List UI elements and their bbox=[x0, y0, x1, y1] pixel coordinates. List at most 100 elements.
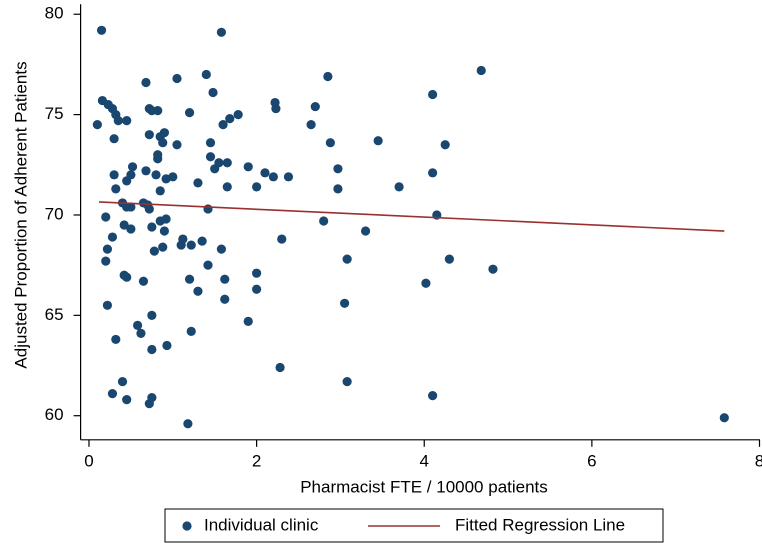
point bbox=[323, 71, 333, 82]
point bbox=[107, 232, 118, 242]
point bbox=[488, 264, 498, 274]
point bbox=[159, 128, 170, 138]
point bbox=[225, 114, 235, 124]
point bbox=[271, 103, 281, 114]
point bbox=[342, 254, 352, 264]
point bbox=[205, 138, 216, 148]
point bbox=[122, 395, 132, 405]
point bbox=[260, 168, 270, 178]
point bbox=[222, 158, 232, 168]
point bbox=[162, 340, 172, 351]
point bbox=[138, 276, 149, 286]
point bbox=[109, 134, 119, 144]
point bbox=[222, 182, 232, 192]
point bbox=[428, 391, 438, 401]
point bbox=[184, 107, 195, 118]
point bbox=[340, 298, 350, 308]
x-tick-label: 6 bbox=[587, 451, 596, 470]
point bbox=[161, 214, 171, 224]
y-tick-label: 65 bbox=[45, 305, 64, 324]
point bbox=[168, 172, 178, 182]
point bbox=[220, 274, 230, 284]
point bbox=[127, 162, 138, 172]
point bbox=[149, 246, 159, 256]
x-axis-title: Pharmacist FTE / 10000 patients bbox=[300, 477, 548, 496]
point bbox=[218, 120, 228, 130]
x-tick-label: 2 bbox=[252, 451, 261, 470]
point bbox=[141, 166, 151, 176]
point bbox=[102, 244, 113, 254]
point bbox=[216, 244, 227, 254]
y-tick-label: 70 bbox=[45, 204, 64, 223]
point bbox=[178, 234, 188, 244]
point bbox=[109, 170, 119, 180]
point bbox=[373, 136, 383, 146]
legend-label: Individual clinic bbox=[204, 515, 319, 534]
point bbox=[101, 256, 111, 266]
y-axis-title: Adjusted Proportion of Adherent Patients bbox=[11, 61, 30, 368]
x-tick-label: 4 bbox=[420, 451, 429, 470]
point bbox=[158, 242, 168, 252]
point bbox=[183, 419, 193, 429]
point bbox=[444, 254, 454, 264]
point bbox=[186, 240, 196, 250]
point bbox=[158, 138, 168, 148]
point bbox=[394, 182, 404, 192]
point bbox=[277, 234, 287, 244]
x-tick-label: 8 bbox=[755, 451, 762, 470]
point bbox=[201, 69, 211, 80]
point bbox=[172, 73, 182, 84]
point bbox=[111, 334, 121, 345]
y-tick-label: 60 bbox=[45, 405, 64, 424]
point bbox=[306, 120, 316, 130]
point bbox=[147, 393, 157, 403]
point bbox=[220, 294, 230, 304]
point bbox=[113, 116, 123, 126]
point bbox=[252, 182, 262, 192]
point bbox=[421, 278, 431, 288]
legend-marker bbox=[182, 521, 192, 531]
point bbox=[205, 152, 216, 162]
point bbox=[440, 140, 450, 150]
point bbox=[203, 260, 213, 270]
fit-line bbox=[99, 201, 725, 232]
point bbox=[283, 172, 294, 182]
point bbox=[333, 164, 343, 174]
point bbox=[333, 184, 343, 194]
point bbox=[144, 130, 154, 140]
point bbox=[126, 224, 136, 234]
point bbox=[96, 25, 107, 35]
point bbox=[233, 110, 243, 120]
point bbox=[193, 178, 203, 188]
point bbox=[172, 140, 182, 150]
point bbox=[119, 220, 129, 230]
point bbox=[214, 158, 224, 168]
point bbox=[428, 89, 438, 100]
point bbox=[107, 389, 118, 399]
point bbox=[243, 162, 253, 172]
point bbox=[275, 362, 285, 373]
point bbox=[117, 376, 128, 387]
point bbox=[151, 170, 161, 180]
point bbox=[101, 212, 111, 222]
point bbox=[197, 236, 207, 246]
point bbox=[268, 172, 278, 182]
point bbox=[92, 120, 102, 130]
point bbox=[319, 216, 329, 226]
point bbox=[122, 272, 132, 282]
point bbox=[193, 286, 203, 296]
point bbox=[252, 268, 262, 278]
point bbox=[719, 413, 729, 423]
point bbox=[155, 186, 165, 196]
point bbox=[147, 222, 157, 232]
point bbox=[141, 77, 151, 88]
point bbox=[147, 344, 157, 355]
point bbox=[153, 154, 163, 164]
point bbox=[186, 326, 196, 337]
point bbox=[203, 204, 213, 214]
point bbox=[243, 316, 253, 326]
point bbox=[102, 300, 113, 310]
legend-label: Fitted Regression Line bbox=[455, 515, 625, 534]
